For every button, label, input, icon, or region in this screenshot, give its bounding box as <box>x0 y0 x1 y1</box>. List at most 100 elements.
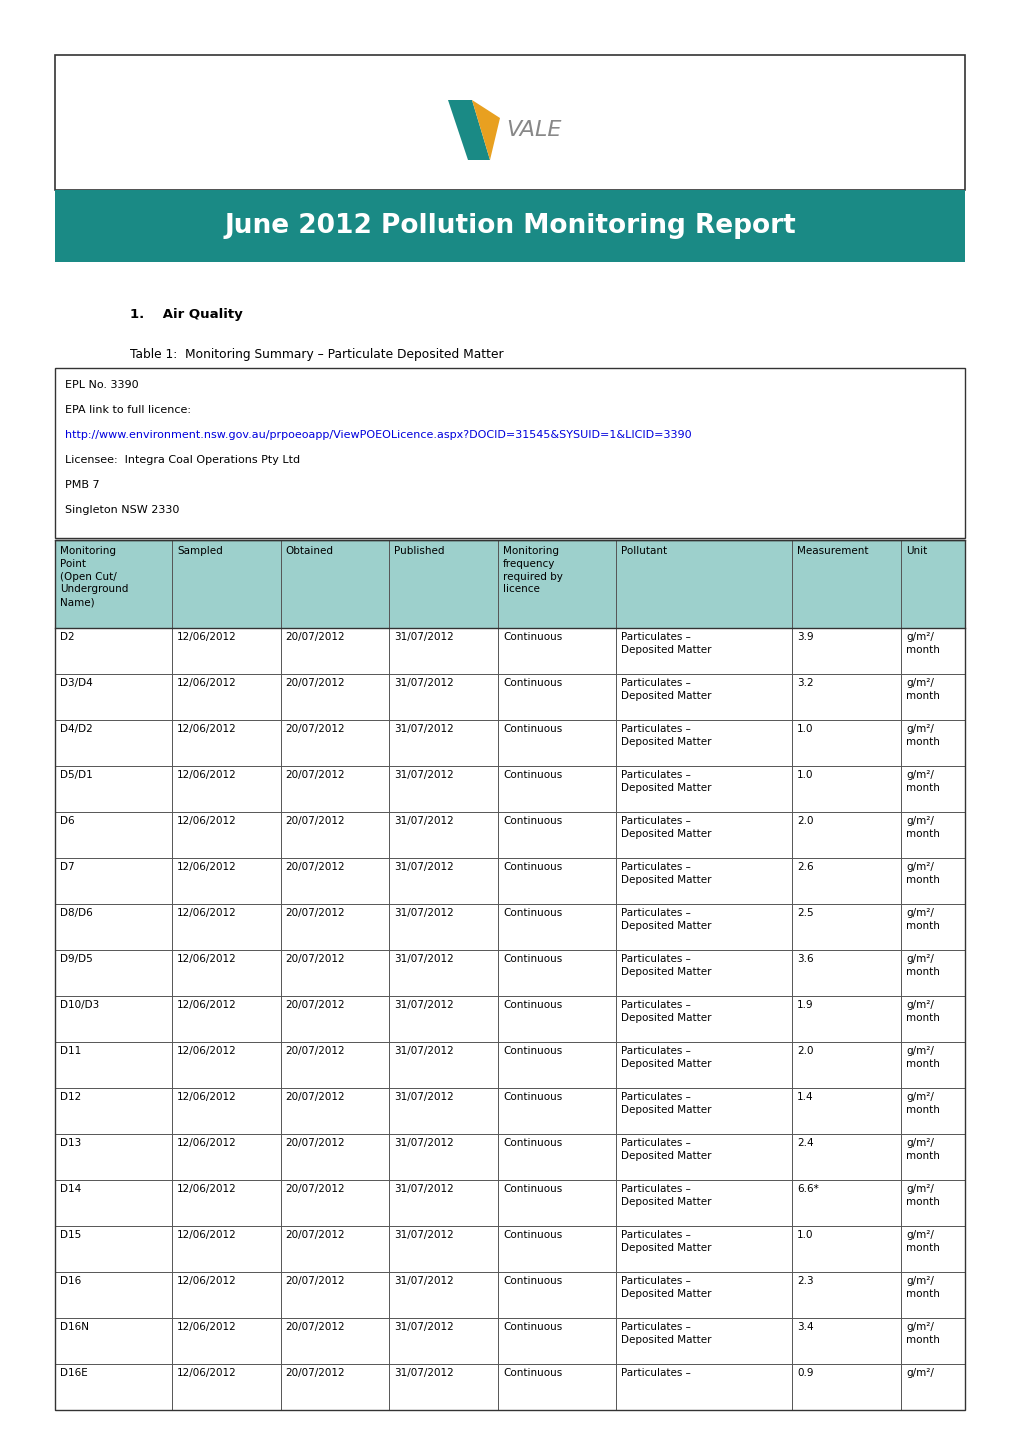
Text: Particulates –
Deposited Matter: Particulates – Deposited Matter <box>621 1000 710 1023</box>
Text: 31/07/2012: 31/07/2012 <box>394 954 453 964</box>
Text: Continuous: Continuous <box>502 1276 561 1286</box>
Text: Particulates –
Deposited Matter: Particulates – Deposited Matter <box>621 724 710 747</box>
Text: EPA link to full licence:: EPA link to full licence: <box>65 405 191 416</box>
Text: D9/D5: D9/D5 <box>60 954 93 964</box>
Text: 20/07/2012: 20/07/2012 <box>285 1368 344 1378</box>
Text: 12/06/2012: 12/06/2012 <box>177 1000 236 1010</box>
Text: 0.9: 0.9 <box>797 1368 813 1378</box>
Text: 12/06/2012: 12/06/2012 <box>177 1276 236 1286</box>
Text: D2: D2 <box>60 632 74 642</box>
Text: 1.0: 1.0 <box>797 1229 813 1240</box>
Text: Measurement: Measurement <box>797 545 868 556</box>
Text: 31/07/2012: 31/07/2012 <box>394 678 453 688</box>
Text: Continuous: Continuous <box>502 908 561 918</box>
Text: D10/D3: D10/D3 <box>60 1000 99 1010</box>
Text: 12/06/2012: 12/06/2012 <box>177 678 236 688</box>
Text: Table 1:  Monitoring Summary – Particulate Deposited Matter: Table 1: Monitoring Summary – Particulat… <box>129 348 503 361</box>
Text: PMB 7: PMB 7 <box>65 481 100 491</box>
Text: 1.9: 1.9 <box>797 1000 813 1010</box>
Text: g/m²/
month: g/m²/ month <box>905 678 938 701</box>
Text: Continuous: Continuous <box>502 815 561 825</box>
Text: Particulates –
Deposited Matter: Particulates – Deposited Matter <box>621 815 710 838</box>
Text: 12/06/2012: 12/06/2012 <box>177 1229 236 1240</box>
Text: 12/06/2012: 12/06/2012 <box>177 724 236 734</box>
Text: g/m²/
month: g/m²/ month <box>905 1229 938 1253</box>
Text: 3.6: 3.6 <box>797 954 813 964</box>
Text: 3.4: 3.4 <box>797 1322 813 1332</box>
Text: Continuous: Continuous <box>502 1185 561 1193</box>
Text: 12/06/2012: 12/06/2012 <box>177 632 236 642</box>
Text: 20/07/2012: 20/07/2012 <box>285 1322 344 1332</box>
Text: Particulates –
Deposited Matter: Particulates – Deposited Matter <box>621 861 710 885</box>
Text: g/m²/
month: g/m²/ month <box>905 1185 938 1206</box>
Text: 20/07/2012: 20/07/2012 <box>285 771 344 781</box>
Text: D14: D14 <box>60 1185 82 1193</box>
Text: D13: D13 <box>60 1139 82 1149</box>
Text: 1.0: 1.0 <box>797 724 813 734</box>
Text: EPL No. 3390: EPL No. 3390 <box>65 380 139 390</box>
Text: Particulates –
Deposited Matter: Particulates – Deposited Matter <box>621 908 710 931</box>
Text: Particulates –
Deposited Matter: Particulates – Deposited Matter <box>621 1092 710 1115</box>
Text: 20/07/2012: 20/07/2012 <box>285 954 344 964</box>
Bar <box>55 190 964 263</box>
Text: 12/06/2012: 12/06/2012 <box>177 1046 236 1056</box>
Text: 12/06/2012: 12/06/2012 <box>177 861 236 872</box>
Text: g/m²/
month: g/m²/ month <box>905 1000 938 1023</box>
Text: Continuous: Continuous <box>502 1092 561 1102</box>
Text: 31/07/2012: 31/07/2012 <box>394 632 453 642</box>
Text: D16N: D16N <box>60 1322 89 1332</box>
Text: 2.4: 2.4 <box>797 1139 813 1149</box>
Text: 1.    Air Quality: 1. Air Quality <box>129 307 243 320</box>
Text: g/m²/
month: g/m²/ month <box>905 771 938 792</box>
Text: 12/06/2012: 12/06/2012 <box>177 1368 236 1378</box>
Text: Licensee:  Integra Coal Operations Pty Ltd: Licensee: Integra Coal Operations Pty Lt… <box>65 455 300 465</box>
Text: 31/07/2012: 31/07/2012 <box>394 908 453 918</box>
Text: Particulates –
Deposited Matter: Particulates – Deposited Matter <box>621 1185 710 1206</box>
Text: Continuous: Continuous <box>502 632 561 642</box>
Text: D6: D6 <box>60 815 74 825</box>
Text: 20/07/2012: 20/07/2012 <box>285 1139 344 1149</box>
Text: Continuous: Continuous <box>502 724 561 734</box>
Polygon shape <box>447 100 489 160</box>
Text: Published: Published <box>394 545 444 556</box>
Text: D11: D11 <box>60 1046 82 1056</box>
Text: 3.2: 3.2 <box>797 678 813 688</box>
Text: g/m²/
month: g/m²/ month <box>905 1046 938 1069</box>
Text: 12/06/2012: 12/06/2012 <box>177 771 236 781</box>
Text: 20/07/2012: 20/07/2012 <box>285 1276 344 1286</box>
Text: Continuous: Continuous <box>502 678 561 688</box>
Text: 12/06/2012: 12/06/2012 <box>177 1092 236 1102</box>
Text: 31/07/2012: 31/07/2012 <box>394 1322 453 1332</box>
Text: 12/06/2012: 12/06/2012 <box>177 1185 236 1193</box>
Text: Particulates –
Deposited Matter: Particulates – Deposited Matter <box>621 1276 710 1299</box>
Text: g/m²/: g/m²/ <box>905 1368 932 1378</box>
Text: 12/06/2012: 12/06/2012 <box>177 1139 236 1149</box>
Text: 1.4: 1.4 <box>797 1092 813 1102</box>
Text: D15: D15 <box>60 1229 82 1240</box>
Text: 2.0: 2.0 <box>797 815 813 825</box>
Text: Continuous: Continuous <box>502 1229 561 1240</box>
Text: g/m²/
month: g/m²/ month <box>905 861 938 885</box>
Bar <box>55 540 964 1410</box>
Text: Singleton NSW 2330: Singleton NSW 2330 <box>65 505 179 515</box>
Text: D5/D1: D5/D1 <box>60 771 93 781</box>
Text: 20/07/2012: 20/07/2012 <box>285 678 344 688</box>
Text: 31/07/2012: 31/07/2012 <box>394 724 453 734</box>
Text: 2.0: 2.0 <box>797 1046 813 1056</box>
Text: 20/07/2012: 20/07/2012 <box>285 724 344 734</box>
Text: Particulates –
Deposited Matter: Particulates – Deposited Matter <box>621 1046 710 1069</box>
Text: Particulates –
Deposited Matter: Particulates – Deposited Matter <box>621 954 710 977</box>
Text: 20/07/2012: 20/07/2012 <box>285 1185 344 1193</box>
Text: g/m²/
month: g/m²/ month <box>905 954 938 977</box>
Text: Monitoring
Point
(Open Cut/
Underground
Name): Monitoring Point (Open Cut/ Underground … <box>60 545 128 608</box>
Text: 31/07/2012: 31/07/2012 <box>394 771 453 781</box>
Text: 20/07/2012: 20/07/2012 <box>285 1229 344 1240</box>
Text: 2.5: 2.5 <box>797 908 813 918</box>
Text: 1.0: 1.0 <box>797 771 813 781</box>
Text: 31/07/2012: 31/07/2012 <box>394 1046 453 1056</box>
Text: Particulates –
Deposited Matter: Particulates – Deposited Matter <box>621 632 710 655</box>
Text: g/m²/
month: g/m²/ month <box>905 815 938 838</box>
Text: Continuous: Continuous <box>502 1000 561 1010</box>
Text: D3/D4: D3/D4 <box>60 678 93 688</box>
Text: 31/07/2012: 31/07/2012 <box>394 1000 453 1010</box>
